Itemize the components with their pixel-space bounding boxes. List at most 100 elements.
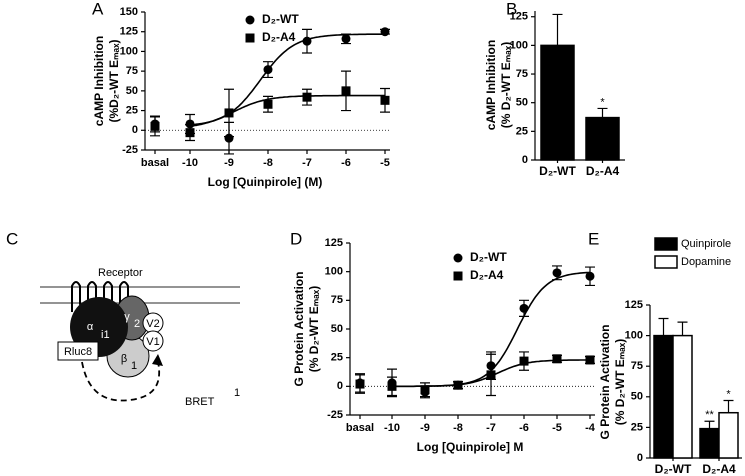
y-tick-label: 75: [331, 294, 343, 306]
bar: [699, 427, 720, 459]
y-tick-label: 50: [126, 85, 138, 97]
legend-label: D₂-A4: [262, 30, 296, 44]
y-tick-label: 75: [516, 68, 528, 80]
y-tick-label: 75: [126, 65, 138, 77]
venus-v1: [142, 330, 164, 352]
y-tick-label: 25: [126, 104, 138, 116]
y-tick-label: 0: [522, 154, 528, 166]
bar: [585, 116, 620, 161]
y-tick-label: 125: [120, 26, 138, 38]
fit-curve: [189, 94, 385, 128]
data-point: [224, 108, 234, 118]
x-tick-label: D₂-WT: [539, 164, 576, 178]
data-point: [185, 128, 195, 138]
basal-point: [150, 121, 160, 131]
annotation: *: [726, 388, 731, 400]
legend-label: D₂-WT: [470, 250, 507, 264]
y-tick-label: 100: [325, 266, 343, 278]
data-point: [552, 268, 562, 278]
y-tick-label: 100: [510, 39, 528, 51]
bret-sup: 1: [234, 387, 240, 399]
x-tick-label: -9: [224, 157, 234, 169]
y-axis-label: cAMP Inhibition: [484, 40, 498, 130]
y-tick-label: 100: [625, 330, 643, 342]
y-axis-label: (% D₂-WT Eₘₐₓ): [499, 42, 513, 128]
x-tick-label: -7: [302, 157, 312, 169]
legend-swatch: [654, 237, 678, 251]
gamma-sub: 2: [134, 318, 140, 330]
x-tick-label: -9: [420, 422, 430, 434]
legend-marker: [245, 15, 255, 25]
data-point: [519, 356, 529, 366]
y-axis-label: G Protein Activation: [598, 325, 612, 440]
data-point: [420, 385, 430, 395]
y-tick-label: 125: [510, 11, 528, 23]
annotation: **: [705, 409, 714, 421]
y-axis-label: (% D₂-WT Eₘₐₓ): [613, 339, 627, 425]
x-tick-label: basal: [141, 157, 169, 169]
data-point: [263, 65, 273, 75]
data-point: [519, 303, 529, 313]
y-tick-label: -25: [327, 409, 343, 421]
y-tick-label: 0: [637, 452, 643, 464]
fit-curve: [189, 33, 385, 126]
y-tick-label: 0: [132, 124, 138, 136]
y-tick-label: 150: [120, 6, 138, 18]
data-point: [552, 354, 562, 364]
legend-label: Quinpirole: [681, 238, 731, 250]
y-tick-label: 50: [331, 323, 343, 335]
data-point: [263, 99, 273, 109]
basal-point: [355, 379, 365, 389]
bar: [540, 44, 575, 161]
y-tick-label: 75: [631, 360, 643, 372]
rluc-label: Rluc8: [64, 346, 92, 358]
annotation: *: [600, 96, 605, 108]
x-tick-label: -10: [182, 157, 198, 169]
y-tick-label: 100: [120, 45, 138, 57]
data-point: [486, 370, 496, 380]
gamma-label: γ: [124, 311, 130, 323]
data-point: [585, 355, 595, 365]
bret-label: BRET: [185, 396, 215, 408]
y-axis-label: G Protein Activation: [292, 272, 306, 387]
v2-label: V2: [146, 318, 159, 330]
alpha-sub: i1: [101, 329, 110, 341]
beta-sub: 1: [131, 360, 137, 372]
legend-swatch: [654, 255, 678, 269]
panel-letter: E: [588, 229, 599, 248]
panel-letter: B: [506, 0, 517, 18]
data-point: [224, 133, 234, 143]
panel-letter: D: [290, 229, 302, 248]
x-tick-label: -5: [552, 422, 562, 434]
x-tick-label: D₂-A4: [702, 462, 736, 476]
v1-label: V1: [146, 336, 159, 348]
y-axis-label: (% D₂-WT Eₘₐₓ): [307, 286, 321, 372]
x-tick-label: -4: [585, 422, 596, 434]
data-point: [453, 380, 463, 390]
y-axis-label: cAMP Inhibition: [92, 36, 106, 126]
data-point: [302, 36, 312, 46]
legend-label: D₂-A4: [470, 268, 504, 282]
panel-letter: C: [6, 229, 18, 248]
data-point: [380, 95, 390, 105]
bar: [653, 334, 674, 459]
x-axis-label: Log [Quinpirole] M: [417, 440, 524, 454]
panel-letter: A: [92, 0, 104, 18]
arrow-head: [152, 354, 163, 366]
x-tick-label: -10: [384, 422, 400, 434]
x-tick-label: D₂-A4: [586, 164, 620, 178]
y-tick-label: 125: [625, 299, 643, 311]
rluc-box: [57, 341, 99, 361]
x-tick-label: basal: [346, 422, 374, 434]
x-tick-label: -6: [341, 157, 351, 169]
bar: [718, 411, 739, 459]
data-point: [387, 381, 397, 391]
y-tick-label: 25: [331, 352, 343, 364]
legend-marker: [453, 271, 463, 281]
y-tick-label: 50: [631, 391, 643, 403]
data-point: [341, 34, 351, 44]
y-tick-label: 50: [516, 97, 528, 109]
x-tick-label: D₂-WT: [655, 462, 692, 476]
